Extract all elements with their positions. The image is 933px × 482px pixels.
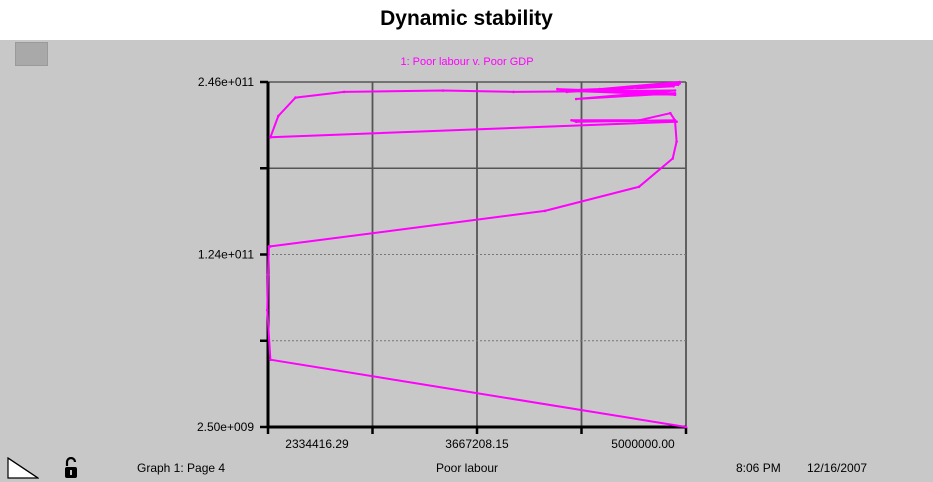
page-title: Dynamic stability <box>380 7 553 30</box>
x-tick-label: 5000000.00 <box>611 437 675 450</box>
data-point <box>277 114 280 118</box>
data-point <box>269 358 272 362</box>
data-point <box>675 120 678 123</box>
series-layer <box>266 80 688 429</box>
data-point <box>672 85 675 88</box>
graph-panel: 2.46e+011 1.24e+011 2.50e+009 2334416.29 366… <box>0 40 933 482</box>
data-point <box>671 157 674 160</box>
data-point <box>565 90 569 94</box>
data-point <box>669 111 672 115</box>
data-point <box>637 185 641 189</box>
status-bar: Graph 1: Page 4 Poor labour 8:06 PM 12/1… <box>0 450 933 482</box>
data-point <box>598 87 602 91</box>
series-line <box>266 81 687 428</box>
time-label: 8:06 PM <box>736 461 781 475</box>
date-label: 12/16/2007 <box>807 461 868 475</box>
grid <box>268 81 687 427</box>
data-point <box>512 90 515 94</box>
data-point <box>678 80 681 84</box>
data-point <box>673 89 677 92</box>
data-point <box>266 308 269 312</box>
x-axis-label: Poor labour <box>436 461 499 475</box>
x-tick-label: 3667208.15 <box>445 437 509 450</box>
data-point <box>556 87 559 91</box>
graph-page-label: Graph 1: Page 4 <box>137 461 226 475</box>
data-point <box>637 119 641 122</box>
data-point <box>342 90 346 94</box>
lock-icon[interactable] <box>64 457 78 479</box>
data-point <box>266 273 270 276</box>
data-point <box>441 89 445 92</box>
data-point <box>543 209 547 213</box>
data-point <box>672 119 675 122</box>
data-point <box>269 245 272 248</box>
data-point <box>570 119 573 122</box>
data-point <box>294 96 297 99</box>
graph-menu-button[interactable] <box>15 42 48 66</box>
series-legend-label: 1: Poor labour v. Poor GDP <box>400 56 533 68</box>
data-point <box>574 97 578 101</box>
data-point <box>559 89 562 92</box>
y-tick-label: 2.50e+009 <box>197 420 254 434</box>
x-tick-label: 2334416.29 <box>285 437 349 450</box>
data-point <box>574 120 578 123</box>
data-point <box>269 136 272 139</box>
y-tick-label: 1.24e+011 <box>198 248 254 262</box>
data-point <box>684 425 688 429</box>
data-point <box>675 140 678 143</box>
data-point <box>673 93 677 97</box>
chart-plot: 2.46e+011 1.24e+011 2.50e+009 2334416.29 366… <box>197 56 688 450</box>
data-point <box>590 89 594 92</box>
y-tick-label: 2.46e+011 <box>198 75 254 89</box>
page-turn-icon[interactable] <box>7 457 39 479</box>
